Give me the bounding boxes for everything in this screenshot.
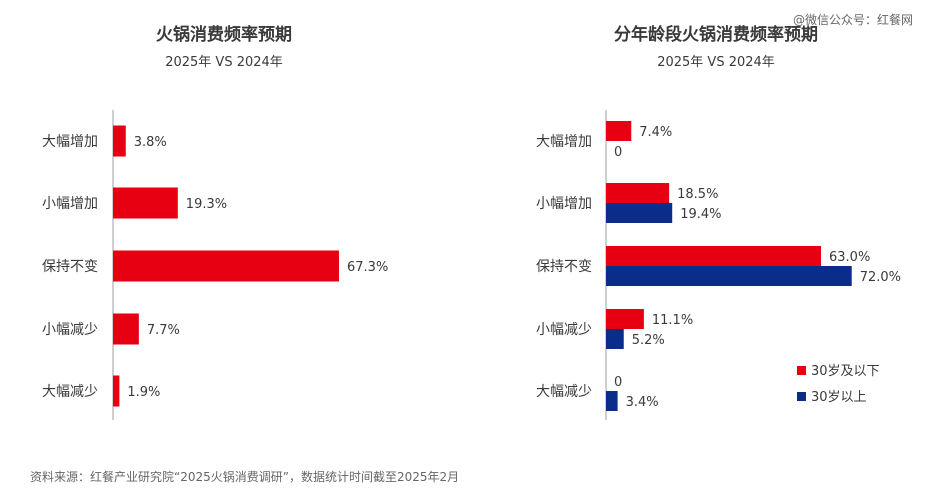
left-chart-title: 火锅消费频率预期 [156, 25, 292, 45]
right-bar-over30 [606, 329, 624, 349]
right-category-label: 小幅增加 [536, 196, 592, 212]
right-bar-under30 [606, 183, 670, 203]
right-bar-under30 [606, 246, 821, 266]
right-bar-under30 [606, 309, 644, 329]
left-chart-subtitle: 2025年 VS 2024年 [165, 55, 283, 70]
source-note: 资料来源：红餐产业研究院“2025火锅消费调研”，数据统计时间截至2025年2月 [30, 470, 460, 484]
legend-label: 30岁以上 [811, 390, 867, 405]
right-value-label: 5.2% [632, 333, 665, 348]
right-bar-over30 [606, 391, 618, 411]
left-value-label: 1.9% [127, 385, 160, 400]
right-value-label: 3.4% [626, 395, 659, 410]
right-bar-under30 [606, 121, 632, 141]
right-value-label: 19.4% [680, 207, 721, 222]
left-bar [113, 313, 139, 345]
right-value-label: 18.5% [677, 187, 718, 202]
right-category-label: 大幅增加 [536, 134, 592, 150]
left-bar [113, 125, 126, 157]
left-category-label: 小幅减少 [42, 322, 98, 338]
left-value-label: 3.8% [134, 135, 167, 150]
legend-swatch [797, 366, 806, 375]
right-value-label: 0 [614, 375, 622, 390]
left-value-label: 19.3% [186, 197, 227, 212]
left-bar [113, 375, 120, 407]
left-category-label: 小幅增加 [42, 196, 98, 212]
right-category-label: 小幅减少 [536, 322, 592, 338]
right-chart-subtitle: 2025年 VS 2024年 [657, 55, 775, 70]
right-bar-over30 [606, 266, 852, 286]
left-category-label: 保持不变 [42, 259, 98, 275]
right-value-label: 7.4% [639, 125, 672, 140]
right-value-label: 72.0% [860, 270, 901, 285]
right-category-label: 保持不变 [536, 259, 592, 275]
legend-swatch [797, 392, 806, 401]
left-bar [113, 187, 178, 219]
legend-label: 30岁及以下 [811, 364, 880, 379]
right-bar-over30 [606, 203, 673, 223]
right-value-label: 11.1% [652, 313, 693, 328]
right-value-label: 0 [614, 145, 622, 160]
right-value-label: 63.0% [829, 250, 870, 265]
wechat-watermark: @微信公众号：红餐网 [792, 13, 913, 27]
left-value-label: 7.7% [147, 323, 180, 338]
left-value-label: 67.3% [347, 260, 388, 275]
right-chart-title: 分年龄段火锅消费频率预期 [614, 25, 818, 45]
right-category-label: 大幅减少 [536, 384, 592, 400]
left-category-label: 大幅增加 [42, 134, 98, 150]
left-bar [113, 250, 339, 282]
left-category-label: 大幅减少 [42, 384, 98, 400]
